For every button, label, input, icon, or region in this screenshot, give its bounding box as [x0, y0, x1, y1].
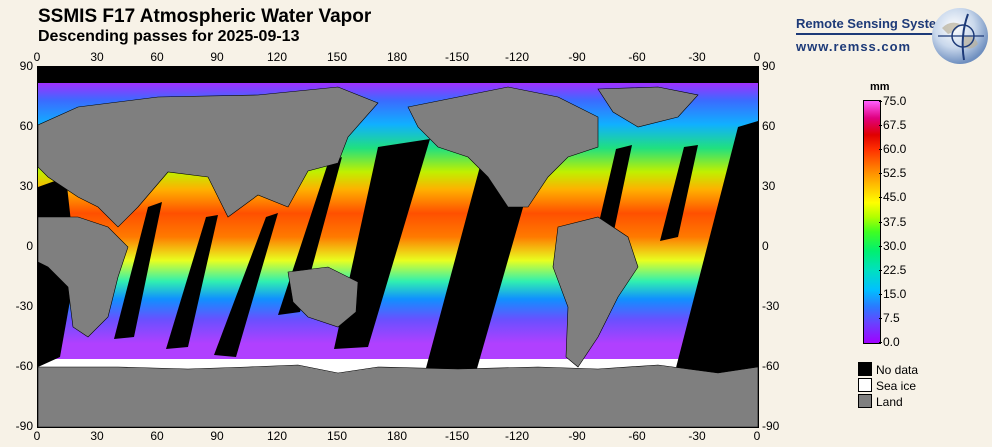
right-tick-label: 60	[762, 119, 776, 133]
legend-item: No data	[858, 362, 918, 377]
colorbar-tick-label: 30.0	[883, 238, 907, 253]
brand-url[interactable]: www.remss.com	[796, 39, 912, 54]
colorbar-tick-mark	[879, 342, 882, 343]
colorbar-tick-mark	[879, 101, 882, 102]
right-tick-label: -30	[762, 299, 780, 313]
right-tick-label: -90	[762, 419, 780, 433]
bottom-tick-label: 180	[386, 429, 408, 443]
colorbar-tick-mark	[879, 125, 882, 127]
top-tick-label: -120	[504, 50, 530, 64]
top-tick-label: -30	[688, 50, 706, 64]
left-tick-label: -90	[15, 419, 33, 433]
colorbar-tick-label: 67.5	[883, 118, 907, 133]
water-vapor-map-svg	[38, 67, 758, 427]
legend-swatch	[858, 362, 872, 376]
bottom-tick-label: 120	[266, 429, 288, 443]
colorbar-unit: mm	[870, 81, 890, 93]
left-tick-label: 90	[19, 59, 33, 73]
top-tick-label: 120	[266, 50, 288, 64]
legend-label: No data	[876, 363, 919, 377]
bottom-tick-label: -90	[568, 429, 586, 443]
colorbar-tick-mark	[879, 245, 882, 247]
colorbar-tick-mark	[879, 197, 882, 199]
top-tick-label: 30	[90, 50, 104, 64]
colorbar-tick-mark	[879, 317, 882, 319]
legend-swatch	[858, 378, 872, 392]
bottom-tick-label: 0	[33, 429, 41, 443]
bottom-tick-label: 90	[210, 429, 224, 443]
colorbar-tick-label: 7.5	[883, 310, 900, 325]
top-tick-label: -90	[568, 50, 586, 64]
polar-nodata-north	[38, 67, 758, 83]
water-vapor-map	[37, 66, 759, 428]
right-tick-label: 0	[762, 239, 769, 253]
left-tick-label: 30	[19, 179, 33, 193]
colorbar-tick-label: 60.0	[883, 142, 907, 157]
bottom-tick-label: 150	[326, 429, 348, 443]
legend-label: Land	[876, 395, 903, 409]
top-tick-label: 0	[33, 50, 41, 64]
left-tick-label: -30	[15, 299, 33, 313]
map-subtitle: Descending passes for 2025-09-13	[38, 28, 300, 45]
colorbar-tick-mark	[879, 173, 882, 175]
bottom-tick-label: -150	[444, 429, 470, 443]
right-tick-label: 90	[762, 59, 776, 73]
globe-logo-icon	[932, 8, 988, 64]
colorbar-tick-label: 37.5	[883, 214, 907, 229]
right-tick-label: -60	[762, 359, 780, 373]
bottom-tick-label: 0	[753, 429, 761, 443]
bottom-tick-label: -30	[688, 429, 706, 443]
brand-divider	[796, 33, 946, 35]
land-masses	[38, 86, 758, 427]
map-title: SSMIS F17 Atmospheric Water Vapor	[38, 6, 372, 27]
brand-name: Remote Sensing Systems	[796, 16, 955, 31]
top-tick-label: -60	[628, 50, 646, 64]
bottom-tick-label: -120	[504, 429, 530, 443]
bottom-tick-label: -60	[628, 429, 646, 443]
top-tick-label: 150	[326, 50, 348, 64]
legend-item: Sea ice	[858, 378, 916, 393]
colorbar-tick-label: 52.5	[883, 166, 907, 181]
colorbar-tick-label: 0.0	[883, 335, 900, 349]
legend-item: Land	[858, 394, 903, 409]
colorbar-tick-mark	[879, 221, 882, 223]
right-tick-label: 30	[762, 179, 776, 193]
colorbar-tick-mark	[879, 269, 882, 271]
colorbar-tick-label: 15.0	[883, 286, 907, 301]
left-tick-label: 0	[26, 239, 33, 253]
legend-swatch	[858, 394, 872, 408]
top-tick-label: 180	[386, 50, 408, 64]
bottom-tick-label: 30	[90, 429, 104, 443]
top-tick-label: 90	[210, 50, 224, 64]
bottom-tick-label: 60	[150, 429, 164, 443]
colorbar-tick-mark	[879, 149, 882, 151]
top-tick-label: 60	[150, 50, 164, 64]
left-tick-label: -60	[15, 359, 33, 373]
colorbar-tick-label: 45.0	[883, 190, 907, 205]
colorbar-tick-label: 22.5	[883, 262, 907, 277]
colorbar-tick-mark	[879, 293, 882, 295]
left-tick-label: 60	[19, 119, 33, 133]
colorbar-tick-label: 75.0	[883, 94, 907, 108]
top-tick-label: 0	[753, 50, 761, 64]
top-tick-label: -150	[444, 50, 470, 64]
legend-label: Sea ice	[876, 379, 917, 393]
